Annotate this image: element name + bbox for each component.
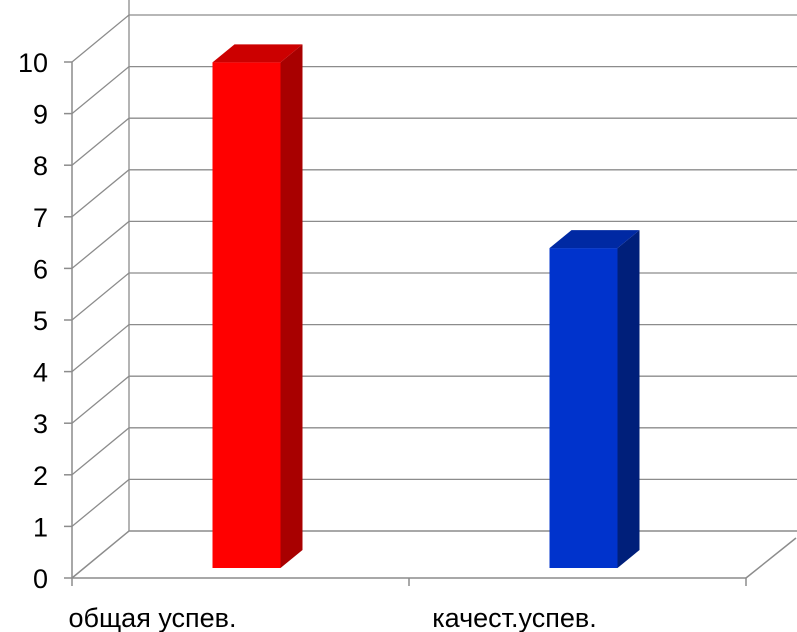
y-tick-label: 8 xyxy=(33,151,48,181)
bar xyxy=(212,44,303,568)
gridline xyxy=(71,117,797,166)
y-tick-label: 7 xyxy=(33,203,48,233)
y-tick-label: 5 xyxy=(33,306,48,336)
bar-top xyxy=(212,44,303,63)
y-tick-label: 3 xyxy=(33,409,48,439)
x-category-labels: общая успев. качест.успев. xyxy=(68,603,596,632)
gridline xyxy=(71,427,797,476)
gridline xyxy=(71,65,797,115)
floor-right-edge xyxy=(745,537,797,579)
axes xyxy=(64,0,797,586)
x-category-label: качест.успев. xyxy=(432,603,596,632)
bar-top xyxy=(549,230,640,249)
gridline xyxy=(71,14,797,63)
gridline xyxy=(71,375,797,424)
bar xyxy=(549,230,640,568)
gridline xyxy=(71,272,797,321)
bar-side xyxy=(617,230,640,568)
x-category-label: общая успев. xyxy=(68,603,236,632)
gridline xyxy=(71,220,797,269)
gridline xyxy=(71,530,797,579)
y-tick-label: 4 xyxy=(33,358,48,388)
y-tick-label: 9 xyxy=(33,100,48,130)
y-tick-label: 2 xyxy=(33,461,48,491)
gridlines xyxy=(71,14,797,579)
bar-side xyxy=(280,44,303,568)
y-tick-label: 0 xyxy=(33,564,48,594)
bar-front xyxy=(212,62,281,568)
y-tick-label: 10 xyxy=(18,48,48,78)
bars xyxy=(212,44,640,568)
y-tick-label: 6 xyxy=(33,254,48,284)
bar-front xyxy=(549,248,618,568)
gridline xyxy=(71,323,797,373)
gridline xyxy=(71,169,797,218)
y-tick-labels: 0 1 2 3 4 5 6 7 8 9 10 xyxy=(18,48,48,594)
gridline xyxy=(71,478,797,527)
y-tick-label: 1 xyxy=(33,512,48,542)
